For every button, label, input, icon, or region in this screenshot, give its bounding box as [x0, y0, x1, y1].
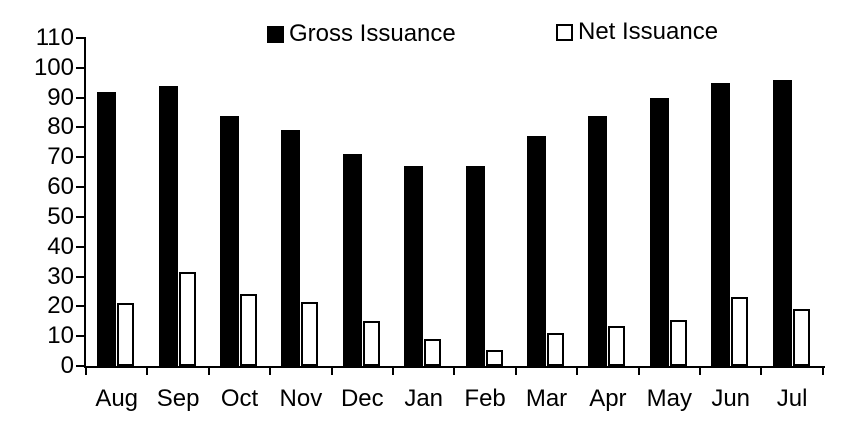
y-axis-tick [76, 37, 84, 39]
bar-net-apr [608, 325, 626, 366]
legend-item-gross-issuance: Gross Issuance [267, 20, 456, 48]
y-axis-tick-label: 50 [47, 202, 74, 230]
x-axis-tick [85, 366, 87, 375]
y-axis-tick-label: 110 [35, 24, 74, 51]
gross-issuance-swatch-icon [267, 25, 284, 43]
y-axis-tick [76, 156, 84, 159]
bar-gross-feb [465, 166, 485, 366]
y-axis-tick [76, 66, 84, 69]
bar-gross-jan [404, 166, 424, 366]
bar-net-jul [792, 309, 810, 366]
bar-net-mar [547, 333, 564, 366]
bar-net-sep [178, 272, 196, 366]
legend-label-net-issuance: Net Issuance [578, 18, 719, 45]
x-category-label-jun: Jun [711, 385, 751, 412]
x-category-label-mar: Mar [525, 385, 568, 412]
y-axis-tick [76, 215, 84, 218]
y-axis-tick-label: 10 [47, 322, 74, 350]
y-axis-line [84, 37, 86, 368]
x-category-label-sep: Sep [156, 385, 200, 412]
x-category-label-nov: Nov [279, 385, 323, 412]
y-axis-tick [76, 186, 84, 189]
bar-gross-nov [281, 130, 301, 366]
legend-item-net-issuance: Net Issuance [556, 18, 718, 46]
legend-label-gross-issuance: Gross Issuance [289, 20, 456, 47]
y-axis-tick [76, 275, 84, 278]
bar-net-may [669, 319, 687, 366]
bar-net-jan [424, 339, 442, 366]
x-axis-tick [760, 366, 763, 375]
x-axis-tick [330, 366, 333, 375]
x-category-label-oct: Oct [220, 385, 259, 412]
y-axis-tick [76, 126, 84, 129]
bar-net-jun [731, 297, 749, 366]
y-axis-tick [76, 96, 84, 99]
y-axis-tick-label: 60 [47, 173, 74, 201]
bar-gross-may [649, 97, 669, 366]
y-axis-tick-label: 70 [47, 143, 74, 171]
x-category-label-jul: Jul [776, 385, 808, 412]
x-category-label-aug: Aug [95, 385, 139, 412]
y-axis-tick [76, 245, 84, 248]
x-axis-tick [392, 366, 394, 375]
x-axis-tick [821, 366, 824, 375]
x-category-label-dec: Dec [340, 385, 384, 412]
x-category-label-feb: Feb [464, 385, 506, 412]
x-axis-tick [269, 366, 272, 375]
y-axis-tick-label: 80 [47, 113, 74, 141]
x-category-label-apr: Apr [589, 385, 627, 412]
y-axis-tick [76, 305, 84, 308]
bar-net-nov [301, 301, 319, 366]
bar-gross-apr [588, 115, 608, 366]
y-axis-tick-label: 30 [47, 262, 74, 290]
bar-gross-jun [711, 82, 731, 366]
x-axis-tick [637, 366, 640, 375]
net-issuance-swatch-icon [556, 23, 573, 41]
bar-gross-oct [220, 115, 239, 366]
x-axis-tick [207, 366, 210, 375]
bar-gross-mar [527, 136, 546, 366]
bar-net-feb [485, 349, 503, 366]
bar-net-oct [240, 294, 257, 366]
x-axis-tick [699, 366, 701, 375]
y-axis-tick [76, 365, 84, 367]
y-axis-tick-label: 40 [47, 232, 74, 260]
y-axis-tick-label: 0 [60, 352, 74, 379]
y-axis-tick [76, 335, 84, 338]
bar-gross-jul [772, 79, 792, 366]
bar-net-dec [362, 321, 380, 366]
bar-gross-aug [97, 91, 117, 366]
y-axis-tick-label: 90 [47, 83, 74, 111]
x-axis-tick [514, 366, 517, 375]
x-category-label-may: May [646, 385, 692, 412]
y-axis-tick-label: 100 [33, 53, 74, 81]
bar-gross-sep [158, 85, 178, 366]
bar-net-aug [117, 303, 135, 366]
y-axis-tick-label: 20 [47, 292, 74, 320]
x-axis-tick [146, 366, 149, 375]
bar-gross-dec [342, 154, 362, 366]
x-category-label-jan: Jan [404, 385, 444, 412]
x-axis-tick [453, 366, 456, 375]
x-axis-tick [576, 366, 579, 375]
